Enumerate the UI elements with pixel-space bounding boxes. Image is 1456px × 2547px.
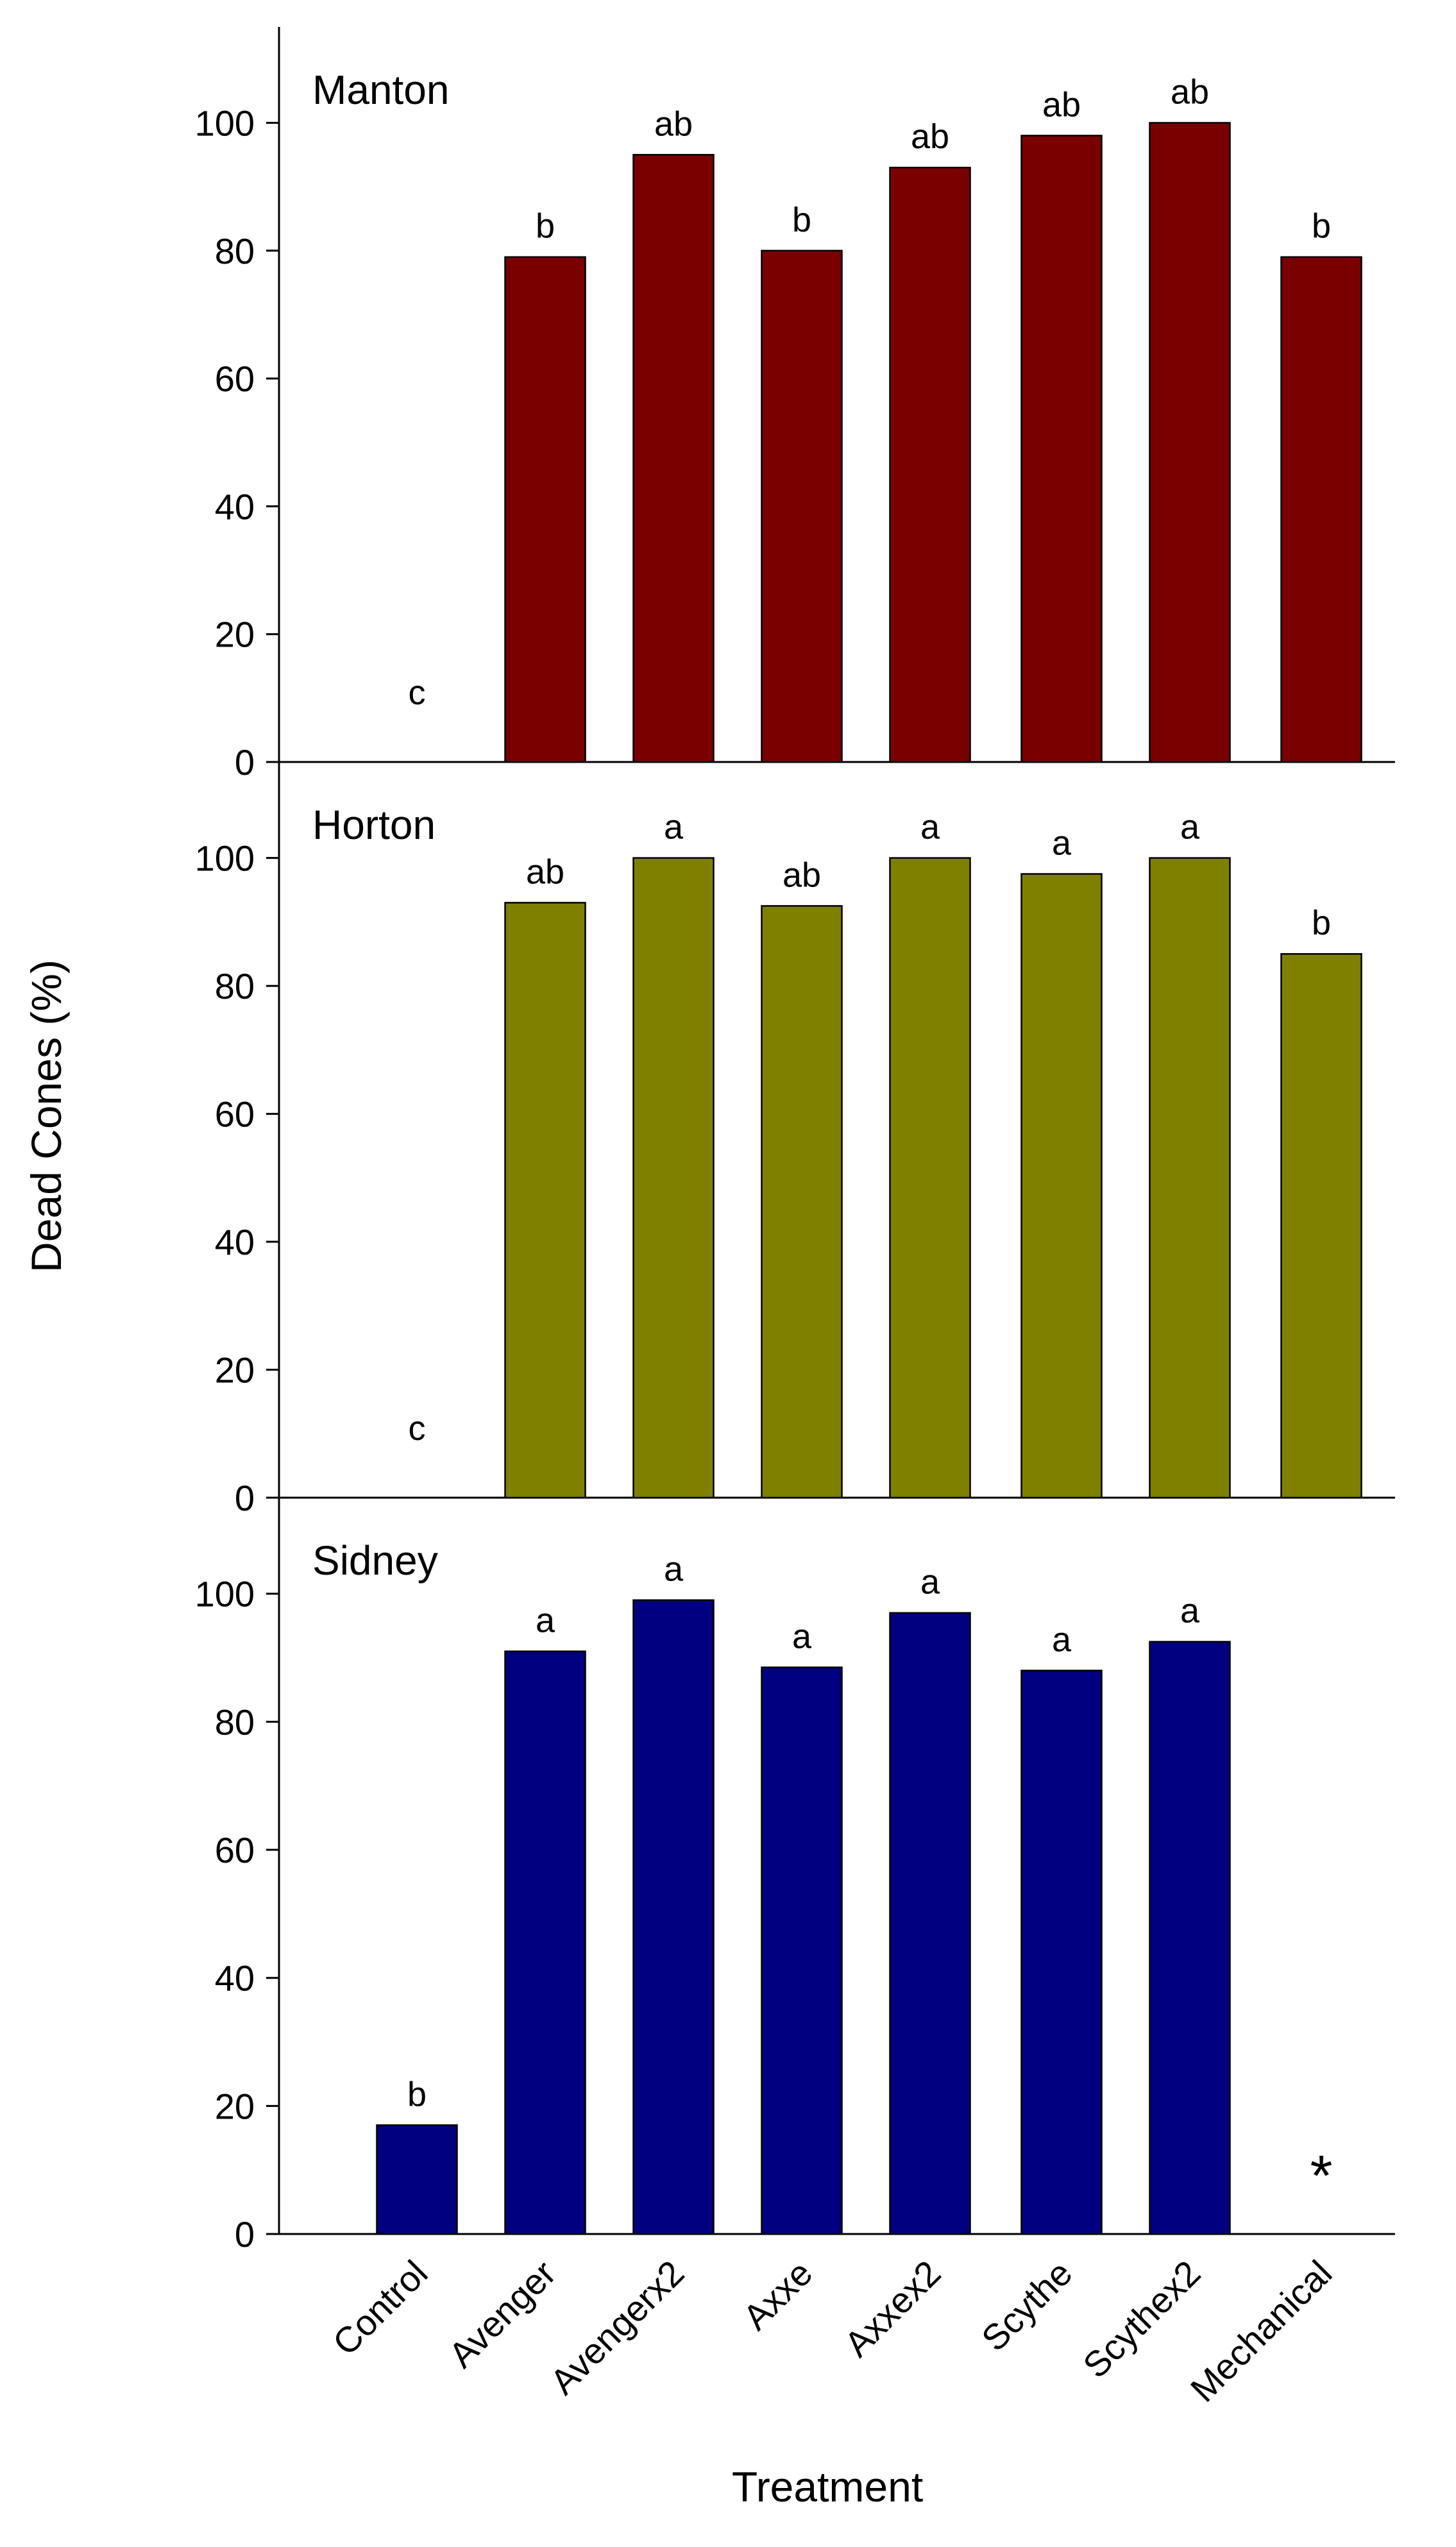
y-tick-label: 0 (235, 2214, 255, 2255)
bar (504, 1650, 586, 2235)
y-tick-label: 100 (195, 838, 255, 879)
y-tick-label: 0 (235, 742, 255, 783)
panel-sidney: 0 20 40 60 80 100 Sidney b a a a a a a * (195, 1498, 1395, 2255)
y-tick-label: 40 (215, 1222, 255, 1262)
significance-label: * (1310, 2144, 1332, 2208)
bar (376, 2124, 458, 2235)
bar (1280, 256, 1362, 763)
x-tick-label: Axxex2 (836, 2253, 948, 2364)
x-tick-label: Axxe (735, 2253, 820, 2338)
y-tick-label: 20 (215, 614, 255, 655)
significance-label: a (1052, 824, 1072, 863)
panel-title: Horton (312, 802, 436, 848)
bar (1149, 1641, 1231, 2235)
x-tick-label: Avengerx2 (542, 2253, 691, 2402)
y-tick-label: 20 (215, 1350, 255, 1391)
significance-label: ab (783, 856, 821, 894)
bar (504, 256, 586, 763)
significance-label: ab (911, 117, 949, 156)
x-axis-title: Treatment (732, 2463, 923, 2510)
bar (761, 1666, 843, 2235)
significance-label: a (920, 808, 940, 847)
significance-label: c (409, 1409, 426, 1448)
bar (889, 857, 971, 1499)
bar (761, 250, 843, 763)
bar (1149, 122, 1231, 763)
bar (504, 902, 586, 1499)
bar (1020, 135, 1103, 763)
panel-manton: 0 20 40 60 80 100 Manton c b ab b ab ab ab b (195, 27, 1395, 783)
significance-label: b (792, 201, 811, 239)
bar (632, 154, 715, 763)
significance-label: a (1180, 1592, 1200, 1630)
bar (1020, 1670, 1103, 2235)
significance-label: a (664, 808, 684, 847)
bar (1149, 857, 1231, 1499)
y-tick-label: 80 (215, 966, 255, 1006)
bar (761, 905, 843, 1499)
bar (632, 857, 715, 1499)
significance-label: ab (526, 852, 564, 891)
panel-title: Manton (312, 67, 449, 113)
bar (632, 1599, 715, 2235)
significance-label: b (1312, 207, 1331, 246)
significance-label: a (920, 1563, 940, 1602)
panel-title: Sidney (312, 1537, 438, 1584)
significance-label: a (1052, 1621, 1072, 1659)
y-tick-label: 80 (215, 231, 255, 271)
x-tick-label: Control (325, 2253, 435, 2363)
significance-label: b (1312, 904, 1331, 942)
x-tick-label: Avenger (441, 2253, 563, 2375)
y-tick-label: 40 (215, 486, 255, 527)
bar (889, 1612, 971, 2235)
significance-label: b (536, 207, 555, 246)
bar (889, 166, 971, 763)
bar (1020, 873, 1103, 1499)
y-tick-label: 0 (235, 1478, 255, 1518)
y-tick-label: 80 (215, 1702, 255, 1742)
significance-label: a (664, 1550, 684, 1589)
significance-label: a (536, 1602, 555, 1640)
bar (1280, 952, 1362, 1499)
y-tick-label: 60 (215, 1094, 255, 1135)
y-tick-label: 100 (195, 103, 255, 143)
significance-label: ab (654, 105, 693, 143)
x-tick-label: Scythex2 (1075, 2253, 1208, 2385)
y-tick-label: 60 (215, 359, 255, 399)
y-tick-label: 60 (215, 1830, 255, 1870)
significance-label: ab (1042, 85, 1081, 124)
significance-label: ab (1171, 72, 1209, 111)
x-tick-label: Mechanical (1183, 2253, 1340, 2410)
y-tick-label: 20 (215, 2086, 255, 2126)
significance-label: b (407, 2075, 427, 2113)
y-tick-label: 40 (215, 1958, 255, 1999)
y-tick-label: 100 (195, 1574, 255, 1614)
significance-label: c (409, 673, 426, 712)
x-tick-label: Scythe (974, 2253, 1080, 2359)
significance-label: a (1180, 808, 1200, 847)
significance-label: a (792, 1618, 812, 1656)
y-axis-title: Dead Cones (%) (22, 960, 70, 1273)
